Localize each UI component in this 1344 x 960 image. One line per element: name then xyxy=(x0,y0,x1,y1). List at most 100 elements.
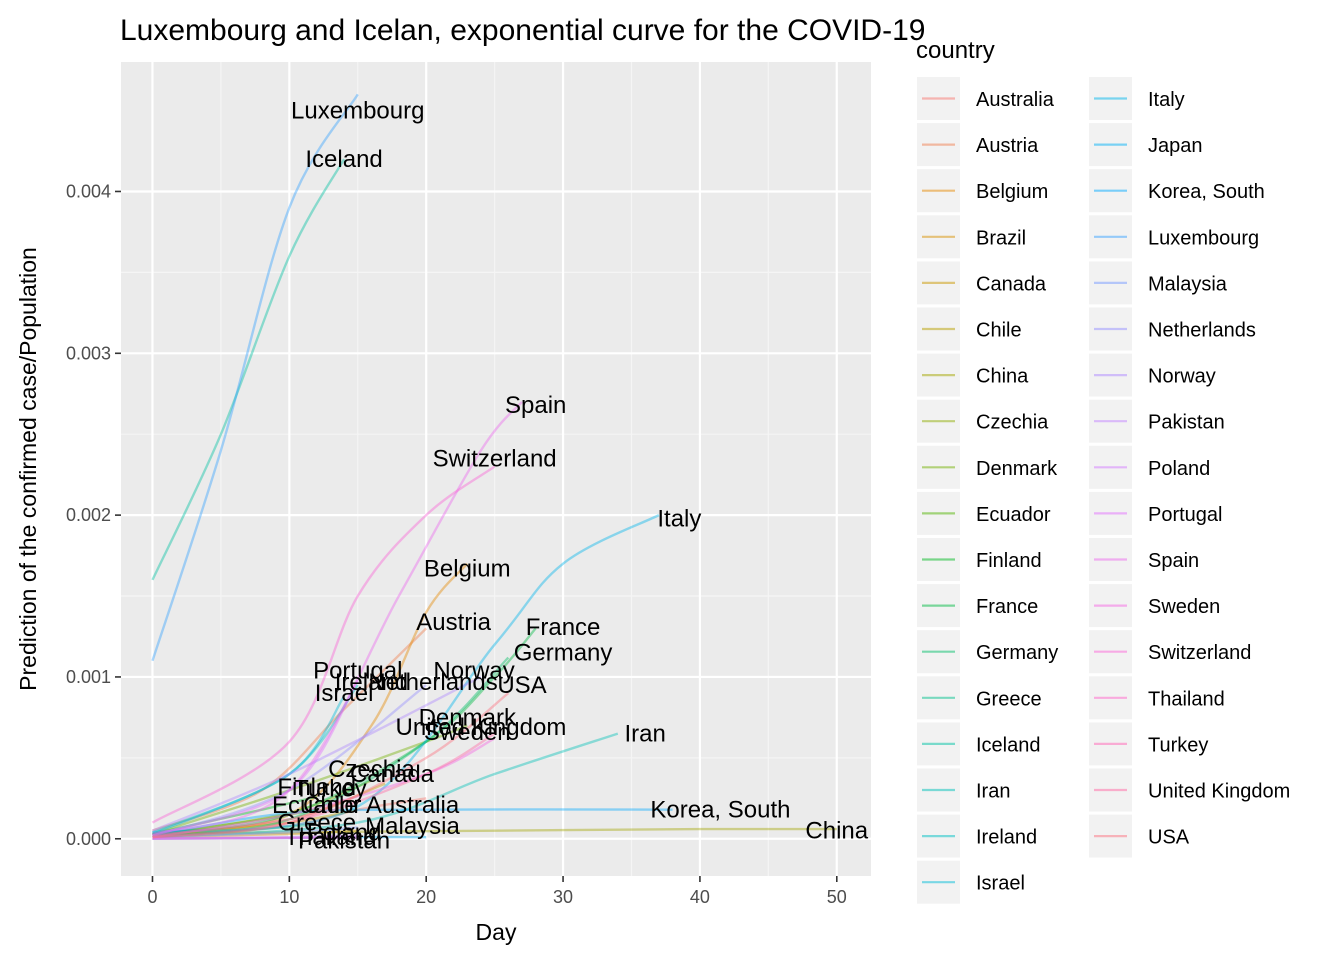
chart-title: Luxembourg and Icelan, exponential curve… xyxy=(120,14,925,47)
series-line-usa xyxy=(152,692,510,839)
legend-label-denmark: Denmark xyxy=(976,458,1058,480)
series-line-luxembourg xyxy=(151,93,359,662)
legend-label-ecuador: Ecuador xyxy=(976,504,1051,526)
legend-label-korea-south: Korea, South xyxy=(1148,181,1265,203)
series-line-finland xyxy=(152,795,317,836)
grid-minor xyxy=(121,62,871,876)
x-tick-label: 20 xyxy=(416,887,436,907)
y-axis-title: Prediction of the confirmed case/Populat… xyxy=(15,247,41,691)
country-label-finland: Finland xyxy=(277,774,356,801)
series-line-thailand xyxy=(152,836,358,840)
country-label-portugal: Portugal xyxy=(313,657,402,684)
country-label-norway: Norway xyxy=(433,657,514,684)
series-line-italy xyxy=(152,514,660,834)
legend: country Australia Austria Belgium Brazil Can… xyxy=(916,37,1290,904)
legend-label-pakistan: Pakistan xyxy=(1148,412,1225,434)
legend-label-thailand: Thailand xyxy=(1148,688,1225,710)
legend-label-austria: Austria xyxy=(976,135,1039,157)
series-line-israel xyxy=(151,695,346,836)
series-line-ecuador xyxy=(152,808,317,837)
legend-label-portugal: Portugal xyxy=(1148,504,1223,526)
legend-label-united-kingdom: United Kingdom xyxy=(1148,781,1290,803)
legend-label-luxembourg: Luxembourg xyxy=(1148,227,1259,249)
y-tick-label: 0.000 xyxy=(66,829,111,849)
country-label-china: China xyxy=(805,818,868,845)
country-label-italy: Italy xyxy=(657,505,701,532)
legend-label-ireland: Ireland xyxy=(976,827,1037,849)
legend-label-israel: Israel xyxy=(976,873,1025,895)
legend-label-china: China xyxy=(976,366,1029,388)
country-label-switzerland: Switzerland xyxy=(433,445,557,472)
legend-label-japan: Japan xyxy=(1148,135,1203,157)
series-line-switzerland xyxy=(151,465,496,824)
series-line-united-kingdom xyxy=(152,732,496,839)
country-label-spain: Spain xyxy=(505,392,566,419)
legend-label-czechia: Czechia xyxy=(976,412,1049,434)
legend-label-poland: Poland xyxy=(1148,458,1210,480)
x-tick-label: 10 xyxy=(279,887,299,907)
series-line-malaysia xyxy=(152,826,358,839)
series-line-poland xyxy=(152,834,358,840)
y-tick-label: 0.003 xyxy=(66,343,111,363)
legend-label-france: France xyxy=(976,596,1038,618)
country-label-ecuador: Ecuador xyxy=(272,792,361,819)
x-tick-label: 30 xyxy=(553,887,573,907)
series-line-spain xyxy=(152,401,523,836)
series-line-chile xyxy=(152,808,358,839)
series-line-canada xyxy=(152,782,386,837)
legend-label-australia: Australia xyxy=(976,89,1055,111)
legend-label-italy: Italy xyxy=(1148,89,1185,111)
country-label-poland: Poland xyxy=(307,819,382,846)
series-line-japan xyxy=(152,835,427,840)
country-label-denmark: Denmark xyxy=(419,704,517,731)
legend-label-chile: Chile xyxy=(976,320,1022,342)
series-line-greece xyxy=(152,823,317,839)
country-label-canada: Canada xyxy=(350,761,435,788)
legend-label-malaysia: Malaysia xyxy=(1148,273,1228,295)
series-line-australia xyxy=(152,797,427,839)
series-line-pakistan xyxy=(152,836,358,840)
grid-major xyxy=(121,62,871,876)
series-line-germany xyxy=(152,656,510,837)
country-label-iran: Iran xyxy=(624,721,665,748)
country-label-united-kingdom: United Kingdom xyxy=(396,714,567,741)
x-axis-title: Day xyxy=(476,919,517,945)
x-tick-label: 40 xyxy=(690,887,710,907)
country-label-germany: Germany xyxy=(514,640,613,667)
plot-panel xyxy=(121,62,871,876)
x-tick-label: 0 xyxy=(147,887,157,907)
y-tick-label: 0.001 xyxy=(66,667,111,687)
y-axis: 0.000 0.001 0.002 0.003 0.004 xyxy=(66,181,121,849)
series-line-belgium xyxy=(152,562,469,836)
legend-label-brazil: Brazil xyxy=(976,227,1026,249)
country-label-sweden: Sweden xyxy=(424,719,511,746)
country-label-thailand: Thailand xyxy=(284,824,376,851)
country-label-greece: Greece xyxy=(277,810,356,837)
country-label-netherlands: Netherlands xyxy=(368,669,497,696)
legend-label-greece: Greece xyxy=(976,688,1042,710)
legend-label-canada: Canada xyxy=(976,273,1047,295)
series-line-china xyxy=(152,827,837,836)
x-tick-label: 50 xyxy=(827,887,847,907)
legend-label-sweden: Sweden xyxy=(1148,596,1220,618)
country-label-luxembourg: Luxembourg xyxy=(291,98,424,125)
series-line-iran xyxy=(152,732,619,839)
y-tick-label: 0.004 xyxy=(66,181,111,201)
legend-label-finland: Finland xyxy=(976,550,1042,572)
y-tick-label: 0.002 xyxy=(66,505,111,525)
legend-label-spain: Spain xyxy=(1148,550,1199,572)
country-label-belgium: Belgium xyxy=(424,556,511,583)
series-line-norway xyxy=(152,675,482,832)
country-label-austria: Austria xyxy=(416,609,491,636)
country-label-chile: Chile xyxy=(303,792,358,819)
legend-label-iceland: Iceland xyxy=(976,734,1041,756)
country-label-korea-south: Korea, South xyxy=(650,797,790,824)
series-line-czechia xyxy=(152,779,372,837)
country-label-ireland: Ireland xyxy=(335,669,408,696)
legend-items: Australia Austria Belgium Brazil Canada Chile… xyxy=(917,77,1290,904)
series-line-austria xyxy=(152,627,428,832)
legend-label-iran: Iran xyxy=(976,781,1010,803)
country-label-australia: Australia xyxy=(366,792,460,819)
legend-label-usa: USA xyxy=(1148,827,1190,849)
